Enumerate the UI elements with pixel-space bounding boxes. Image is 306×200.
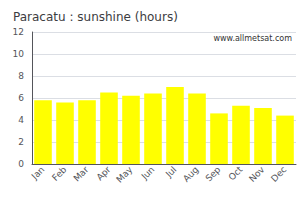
svg-text:12: 12: [13, 27, 24, 37]
svg-text:6: 6: [18, 93, 24, 103]
svg-text:Jul: Jul: [163, 164, 178, 179]
svg-text:Oct: Oct: [226, 164, 244, 182]
svg-text:0: 0: [18, 159, 24, 169]
svg-text:Jan: Jan: [29, 164, 47, 182]
svg-text:4: 4: [18, 115, 24, 125]
svg-text:Sep: Sep: [203, 164, 222, 183]
svg-text:Paracatu : sunshine (hours): Paracatu : sunshine (hours): [13, 10, 178, 24]
svg-text:Dec: Dec: [269, 164, 288, 183]
svg-text:Nov: Nov: [247, 164, 267, 184]
svg-text:Aug: Aug: [181, 164, 200, 183]
svg-text:Jun: Jun: [139, 164, 157, 182]
svg-text:Apr: Apr: [94, 164, 112, 182]
svg-text:www.allmetsat.com: www.allmetsat.com: [214, 34, 293, 43]
svg-text:Feb: Feb: [50, 164, 69, 183]
svg-text:2: 2: [18, 137, 24, 147]
svg-text:Mar: Mar: [71, 164, 90, 183]
svg-text:8: 8: [18, 71, 24, 81]
svg-text:May: May: [114, 164, 135, 185]
svg-text:10: 10: [13, 49, 25, 59]
